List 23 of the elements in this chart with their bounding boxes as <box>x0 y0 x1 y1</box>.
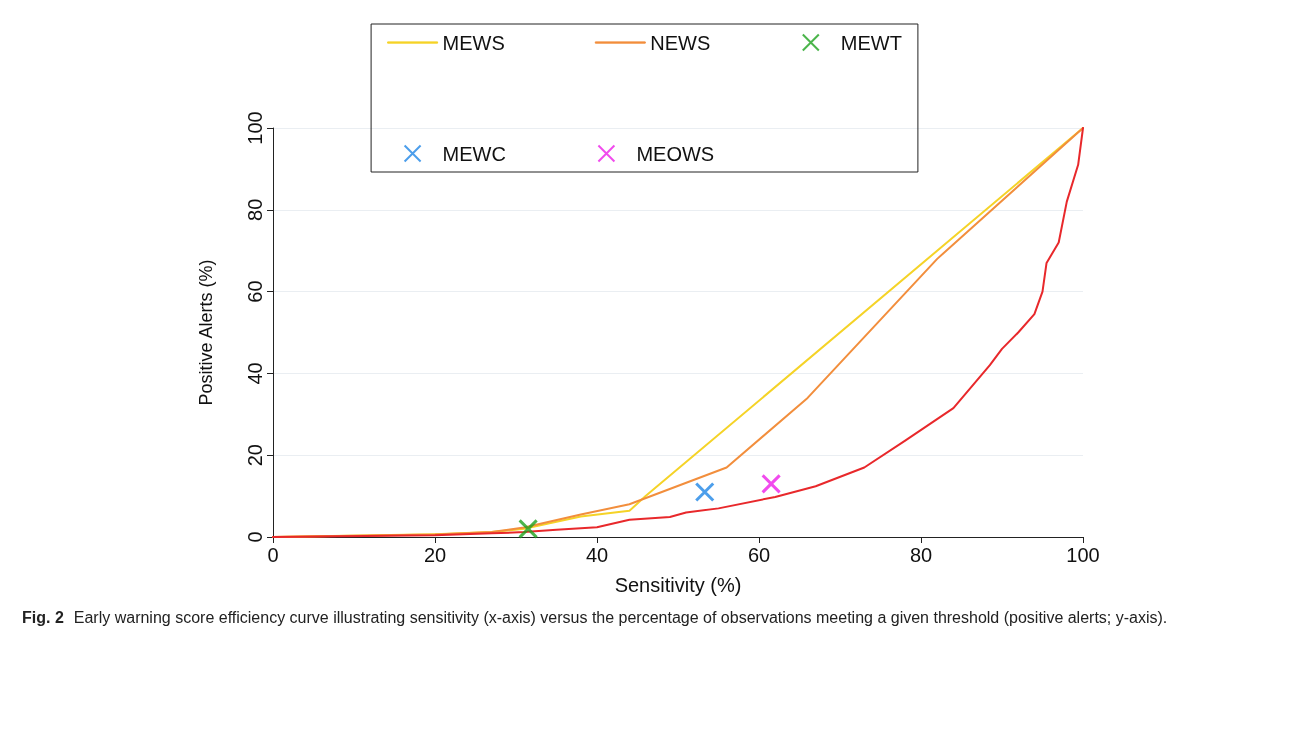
text: Early warning score efficiency curve illustrating sensitivity (x-axis) versus the percentage of observations meeting a given threshold (positive alerts; y-axis). <box>73 609 1168 626</box>
x-tick-label: 40 <box>585 544 609 566</box>
x-tick-label: 60 <box>747 544 771 566</box>
point <box>518 518 539 539</box>
legend-label: MEOWS <box>636 142 715 165</box>
y-tick-label: 0 <box>244 531 266 543</box>
y-tick-label: 100 <box>244 111 266 145</box>
legend-label: MEWS <box>442 31 505 54</box>
y-tick-label: 40 <box>244 362 266 385</box>
text: Fig. 2 <box>22 609 64 626</box>
x-tick-label: 100 <box>1066 544 1100 566</box>
legend-label: MEWT <box>840 31 902 54</box>
legend-label: MEWC <box>442 142 506 165</box>
y-tick-label: 60 <box>244 280 266 303</box>
y-tick-label: 20 <box>244 444 266 467</box>
y-axis-title: Positive Alerts (%) <box>196 259 216 406</box>
point <box>694 482 715 503</box>
x-tick-label: 80 <box>909 544 933 566</box>
x-tick-label: 20 <box>423 544 447 566</box>
y-tick-label: 80 <box>244 198 266 221</box>
x-axis-title: Sensitivity (%) <box>614 574 742 596</box>
legend-label: NEWS <box>650 31 711 54</box>
point <box>761 473 782 494</box>
